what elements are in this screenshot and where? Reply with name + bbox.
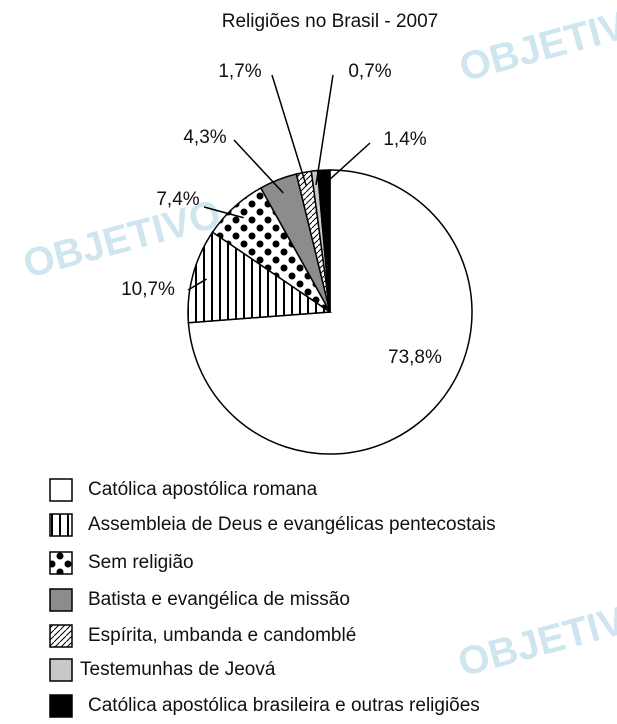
data-label: 4,3%: [183, 127, 226, 148]
legend-swatch: [49, 624, 73, 648]
legend-label: Espírita, umbanda e candomblé: [88, 625, 356, 646]
chart-title: Religiões no Brasil - 2007: [222, 11, 439, 32]
pie-slice: [187, 231, 333, 324]
legend-swatch: [49, 694, 73, 718]
leader-line: [203, 206, 244, 219]
legend-label: Testemunhas de Jeová: [80, 659, 276, 680]
legend-swatch: [49, 658, 73, 682]
watermark: OBJETIVO: [453, 591, 617, 686]
data-label: 0,7%: [348, 61, 391, 82]
pie-slice: [316, 169, 331, 313]
leader-line: [271, 74, 308, 187]
legend-label: Católica apostólica brasileira e outras …: [88, 695, 480, 716]
leader-line: [315, 74, 334, 186]
data-label: 73,8%: [388, 347, 442, 368]
legend-swatch: [49, 478, 73, 502]
leader-line: [187, 278, 207, 291]
data-label: 1,4%: [383, 129, 426, 150]
legend-swatch: [49, 551, 73, 575]
leader-line: [323, 142, 371, 185]
data-label: 1,7%: [218, 61, 261, 82]
legend-label: Batista e evangélica de missão: [88, 589, 350, 610]
legend-label: Sem religião: [88, 552, 194, 573]
legend-swatch: [49, 588, 73, 612]
data-label: 10,7%: [121, 279, 175, 300]
legend-label: Assembleia de Deus e evangélicas penteco…: [88, 514, 496, 535]
legend-swatch: [49, 513, 73, 537]
watermark: OBJETIVO: [455, 0, 617, 90]
legend-label: Católica apostólica romana: [88, 479, 318, 500]
data-label: 7,4%: [156, 189, 199, 210]
leader-line: [233, 139, 284, 194]
